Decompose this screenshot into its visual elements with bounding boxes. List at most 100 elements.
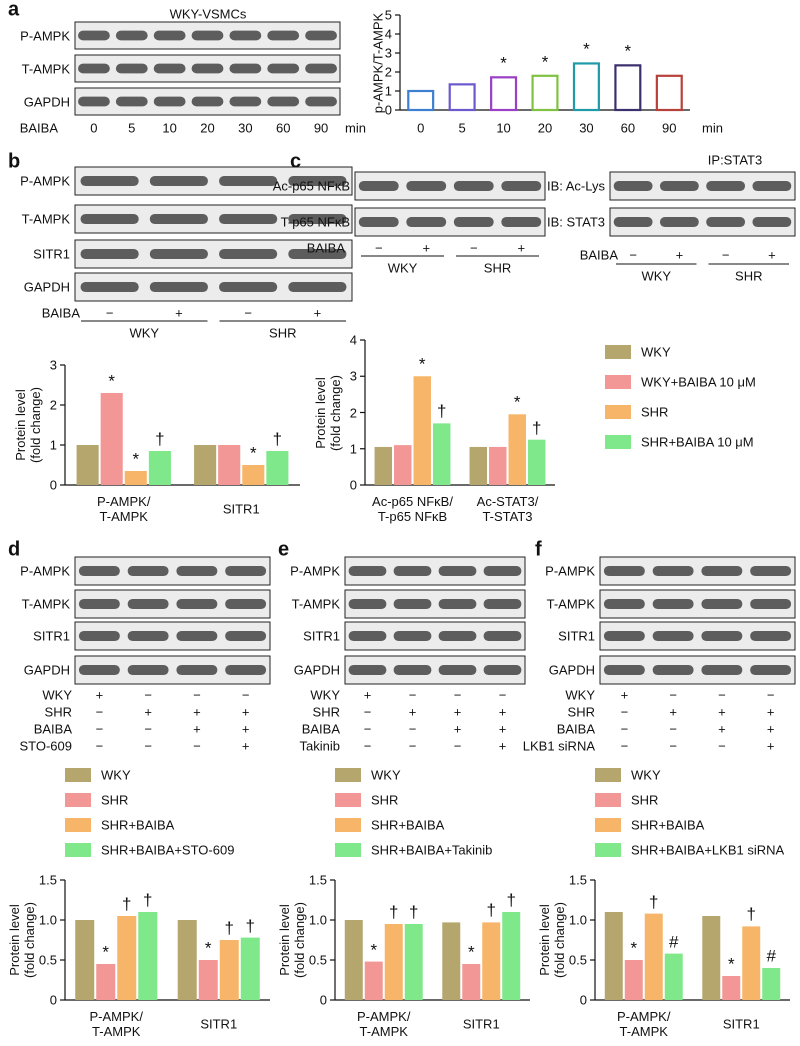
treatment-mark: 20 <box>200 120 215 136</box>
panel-label: b <box>8 150 21 173</box>
blot-band <box>438 630 477 642</box>
blot-band <box>153 96 186 107</box>
bar <box>664 953 683 1000</box>
blot-band <box>78 565 120 577</box>
blot-band <box>267 63 300 74</box>
treatment-mark: − <box>669 738 677 754</box>
treatment-mark: 30 <box>238 120 253 136</box>
significance-mark: † <box>122 894 132 914</box>
blot-band <box>752 180 792 192</box>
y-tick-label: 2 <box>384 64 392 80</box>
x-tick-label: SITR1 <box>222 501 260 517</box>
x-tick-label: SITR1 <box>722 1016 760 1032</box>
blot-band <box>80 175 139 187</box>
blot-band <box>652 565 694 577</box>
blot-row-label: P-AMPK <box>20 563 70 579</box>
y-tick-label: 1.0 <box>308 912 327 928</box>
significance-mark: * <box>500 53 507 73</box>
bar <box>655 74 683 112</box>
legend-label: SHR+BAIBA+Takinib <box>371 842 493 858</box>
blot-row-label: P-AMPK <box>20 173 70 189</box>
y-tick-label: 0 <box>579 992 587 1008</box>
legend-swatch <box>605 345 631 359</box>
x-tick-label: P-AMPK/ T-AMPK <box>357 1009 411 1039</box>
bar <box>762 968 781 1000</box>
blot-band <box>393 664 432 676</box>
y-tick-label: 0 <box>349 477 357 493</box>
blot-band <box>219 213 278 225</box>
significance-mark: * <box>583 39 590 59</box>
blot-band <box>393 565 432 577</box>
y-tick-label: 0.5 <box>568 952 587 968</box>
x-axis-label: min <box>702 120 723 136</box>
bar <box>531 74 559 112</box>
treatment-mark: + <box>620 687 629 703</box>
blot-band <box>393 630 432 642</box>
x-tick-label: Ac-p65 NFκB/ T-p65 NFκB <box>372 494 453 524</box>
y-tick-label: 1 <box>49 437 57 453</box>
bar <box>482 922 501 1000</box>
group-label: SHR <box>735 268 763 284</box>
bar <box>242 465 265 485</box>
legend-swatch <box>595 768 621 782</box>
panel-label: a <box>8 0 20 21</box>
blot-band <box>613 216 653 228</box>
treatment-label: Takinib <box>299 738 340 754</box>
blot-band <box>225 630 267 642</box>
bar <box>448 83 476 112</box>
panel-label: d <box>8 538 21 561</box>
blot-band <box>149 175 208 187</box>
bar <box>490 76 518 112</box>
y-tick-label: 0 <box>49 477 57 493</box>
bar <box>100 393 123 485</box>
y-axis-label: Protein level (fold change) <box>537 902 567 978</box>
blot-band <box>219 281 278 293</box>
significance-mark: † <box>531 418 542 438</box>
blot-band <box>750 565 792 577</box>
blot-row-label: T-AMPK <box>546 596 595 612</box>
treatment-mark: + <box>175 305 183 321</box>
bar <box>404 924 423 1000</box>
bar <box>75 920 95 1000</box>
blot-band <box>603 630 645 642</box>
treatment-mark: − <box>469 240 478 256</box>
treatment-mark: + <box>408 704 417 720</box>
y-axis-label: Protein level (fold change) <box>277 902 307 978</box>
legend-label: SHR+BAIBA+STO-609 <box>101 842 235 858</box>
blot-band <box>613 180 653 192</box>
x-tick-label: 60 <box>620 120 636 136</box>
bar <box>198 960 218 1000</box>
y-tick-label: 1.0 <box>38 912 57 928</box>
y-axis-label: p-AMPK/T-AMPK <box>370 12 386 113</box>
blot-band <box>225 664 267 676</box>
bar <box>432 423 451 485</box>
treatment-mark: + <box>669 704 677 720</box>
bar <box>384 924 403 1000</box>
blot-band <box>659 180 699 192</box>
y-tick-label: 1.0 <box>568 912 587 928</box>
y-tick-label: 0.5 <box>308 952 327 968</box>
significance-mark: † <box>506 890 516 910</box>
blot-band <box>348 565 387 577</box>
blot-band <box>176 630 218 642</box>
y-tick-label: 4 <box>384 26 392 42</box>
bar <box>527 439 546 485</box>
bar <box>240 937 260 1000</box>
legend-swatch <box>605 375 631 389</box>
blot-row-label: SITR1 <box>558 628 595 644</box>
group-label: SHR <box>483 260 512 276</box>
treatment-label: WKY <box>565 687 595 703</box>
significance-mark: * <box>541 52 549 72</box>
blot-band <box>706 180 746 192</box>
blot-band <box>191 30 224 41</box>
x-tick-label: P-AMPK/ T-AMPK <box>617 1009 671 1039</box>
blot-band <box>191 63 224 74</box>
blot-band <box>153 63 186 74</box>
y-axis-label: Protein level (fold change) <box>7 902 37 978</box>
blot-row-label: SITR1 <box>33 628 70 644</box>
treatment-label: SHR <box>567 704 595 720</box>
treatment-mark: − <box>144 738 152 754</box>
panel-label: e <box>278 538 290 561</box>
blot-band <box>652 630 694 642</box>
legend-swatch <box>65 818 91 832</box>
